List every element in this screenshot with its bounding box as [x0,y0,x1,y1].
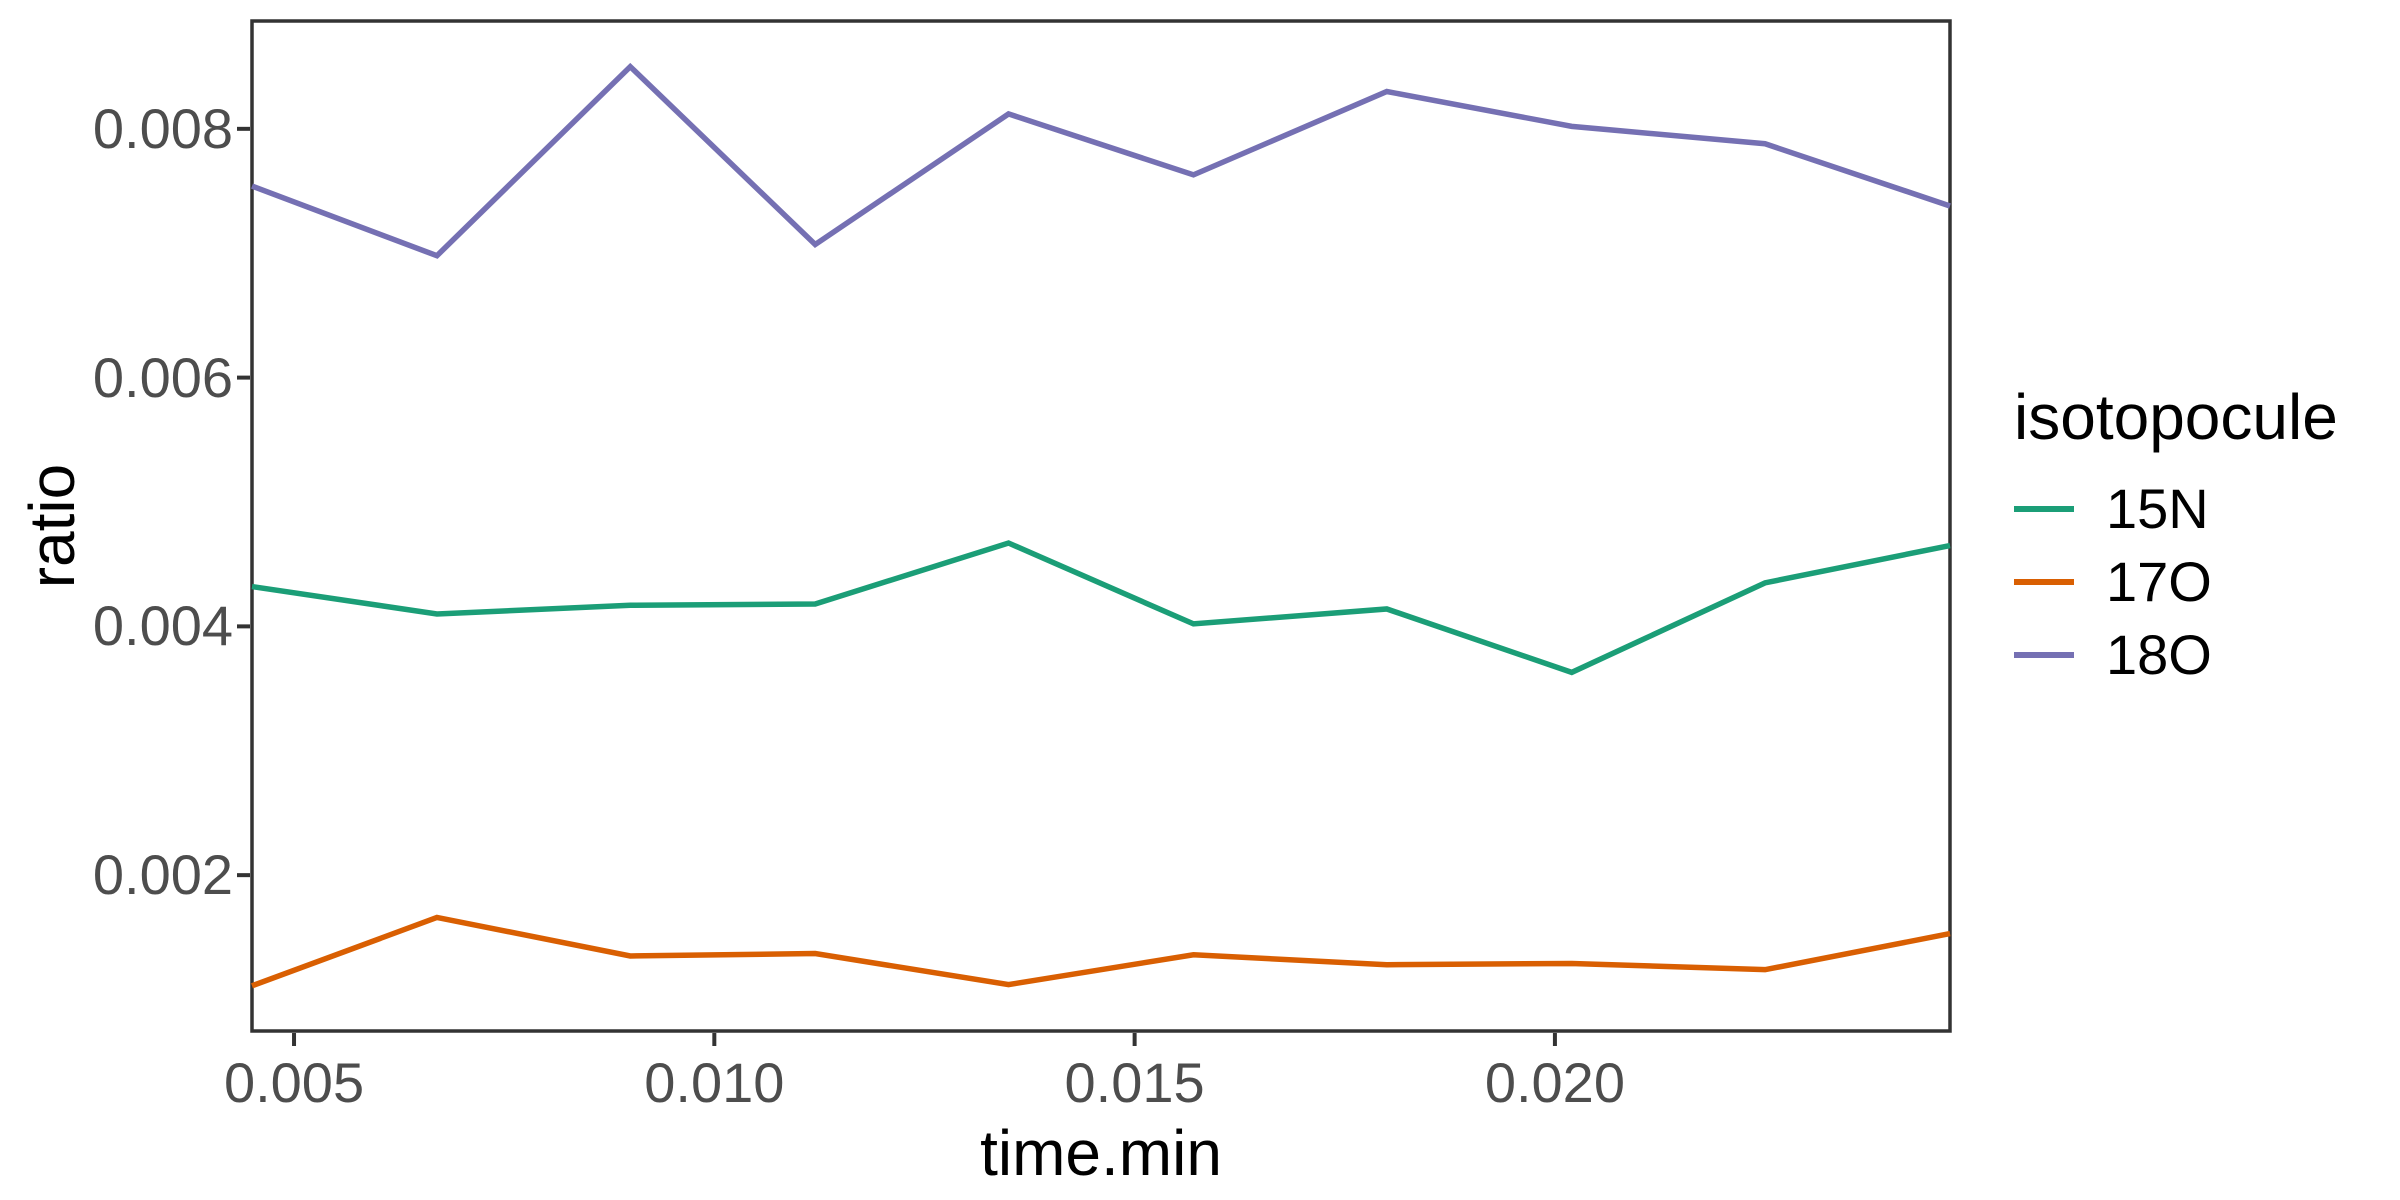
legend-label-15n: 15N [2106,477,2209,540]
legend-item-17o: 17O [2014,545,2338,618]
series-line-17O [251,914,1951,989]
x-tick-label: 0.015 [1064,1051,1205,1114]
legend-key-18o-icon [2014,651,2074,658]
series-line-18O [251,62,1951,259]
legend-title: isotopocule [2014,381,2338,453]
y-tick-label: 0.006 [92,345,233,409]
y-tick-label: 0.008 [92,97,233,161]
y-tick-label: 0.002 [92,843,233,907]
y-tick-label: 0.004 [92,594,233,658]
y-axis-title: ratio [16,463,88,589]
x-tick-label: 0.020 [1484,1051,1625,1114]
x-axis-title: time.min [980,1117,1222,1189]
x-tick-label: 0.005 [223,1051,365,1114]
legend-key-17o-icon [2014,578,2074,585]
legend-key-15n-icon [2014,505,2074,512]
legend-label-18o: 18O [2106,623,2212,686]
legend: isotopocule 15N 17O 18O [2014,380,2338,691]
legend-label-17o: 17O [2106,550,2212,613]
legend-item-18o: 18O [2014,618,2338,691]
panel-border [250,19,1952,1033]
legend-item-15n: 15N [2014,472,2338,545]
series-line-15N [251,540,1951,676]
x-tick-label: 0.010 [644,1051,785,1114]
